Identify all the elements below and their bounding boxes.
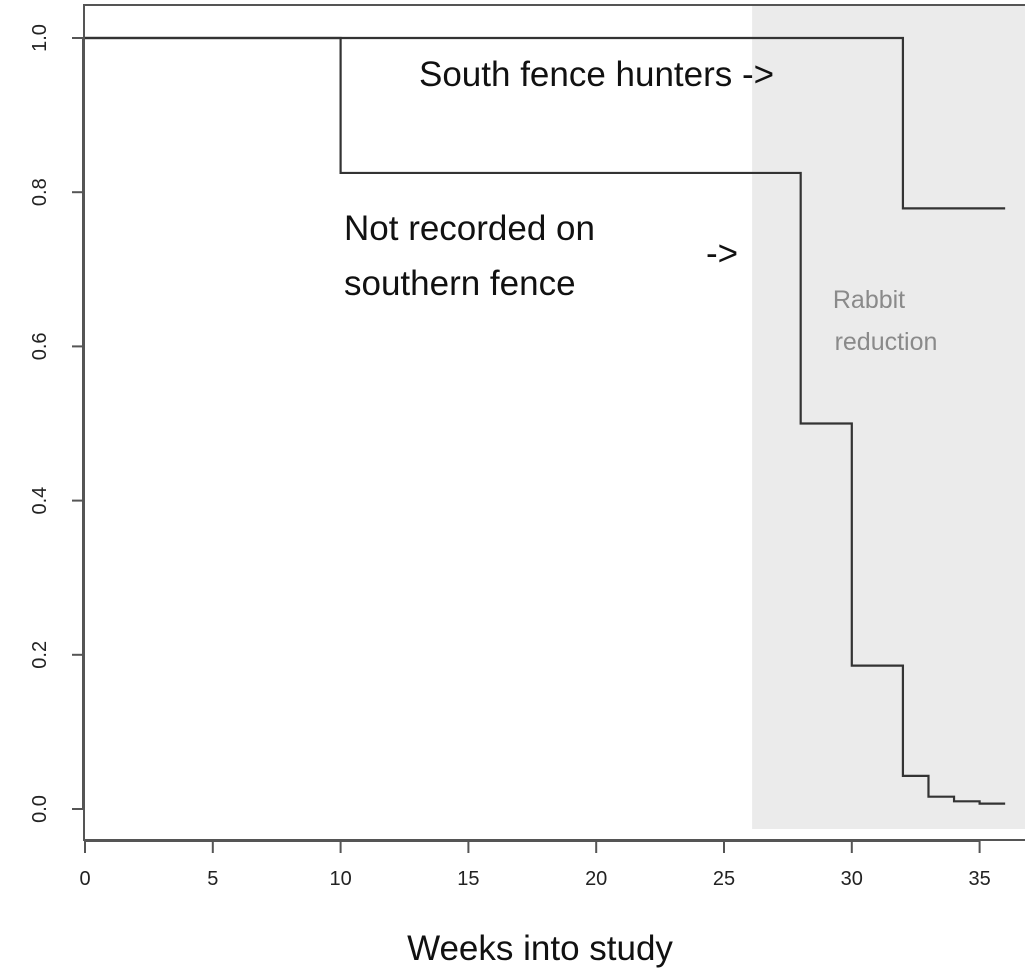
x-tick-label: 30 [841, 868, 863, 890]
annotation-south-fence-hunters: South fence hunters -> [419, 55, 774, 94]
y-tick-label: 0.6 [29, 332, 51, 360]
x-tick-label: 15 [457, 868, 479, 890]
series-layer [85, 36, 1006, 805]
axis-layer: 0 5 10 15 20 25 30 35 0.0 0.2 0.4 0.6 0.8 1.0 [29, 4, 1025, 890]
x-tick-label: 25 [713, 868, 735, 890]
x-tick-label: 10 [329, 868, 351, 890]
x-tick-label: 5 [207, 868, 218, 890]
y-tick-label: 0.0 [29, 795, 51, 823]
x-tick-label: 35 [968, 868, 990, 890]
y-tick-label: 0.4 [29, 487, 51, 515]
rabbit-reduction-shading [752, 5, 1025, 829]
x-axis-title: Weeks into study [407, 929, 673, 968]
y-tick-label: 0.2 [29, 641, 51, 669]
x-tick-label: 20 [585, 868, 607, 890]
shaded-region-label-line2: reduction [835, 328, 938, 356]
annotation-not-recorded-line1: Not recorded on [344, 209, 595, 248]
y-tick-label: 0.8 [29, 178, 51, 206]
y-tick-label: 1.0 [29, 24, 51, 52]
shaded-region-label-line1: Rabbit [833, 286, 905, 314]
series-line-1 [85, 36, 1006, 210]
annotation-arrow: -> [706, 234, 738, 273]
series-line-2 [85, 36, 1006, 805]
annotation-not-recorded-line2: southern fence [344, 264, 576, 303]
x-tick-label: 0 [79, 868, 90, 890]
